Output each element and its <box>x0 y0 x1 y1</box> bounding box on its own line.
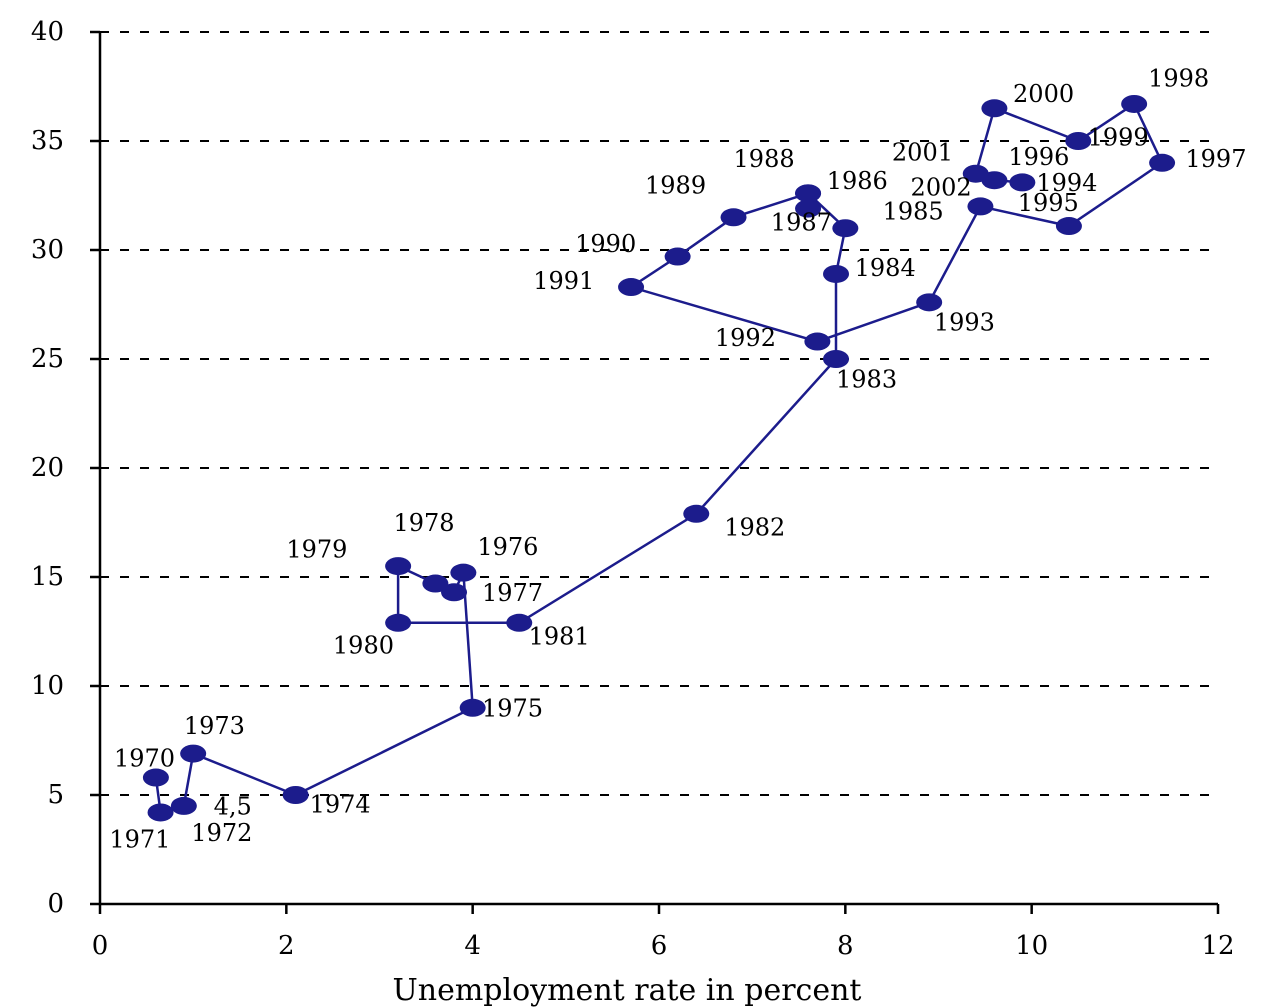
point-label-1972: 1972 <box>191 819 252 847</box>
x-tick-label-8: 8 <box>837 931 854 961</box>
point-label-1992: 1992 <box>715 324 776 352</box>
point-label-1982: 1982 <box>724 514 785 542</box>
point-label-1980: 1980 <box>333 631 394 659</box>
point-1972 <box>170 796 197 815</box>
point-1980 <box>385 613 412 632</box>
point-1983 <box>823 350 850 368</box>
point-label-2001: 2001 <box>892 139 953 167</box>
point-label-1994: 1994 <box>1036 169 1097 197</box>
ticks: 0 5 10 15 20 25 30 35 40 0 2 4 6 8 10 12 <box>31 17 1235 961</box>
point-label-1985: 1985 <box>883 197 944 225</box>
y-tick-label-30: 30 <box>31 235 64 265</box>
point-1985 <box>832 219 859 238</box>
y-tick-label-35: 35 <box>31 126 64 156</box>
point-2001 <box>981 171 1008 190</box>
point-1988 <box>795 184 822 203</box>
point-1976 <box>450 563 477 582</box>
point-1994 <box>967 197 994 216</box>
x-axis-title: Unemployment rate in percent <box>393 973 862 1008</box>
point-1995 <box>1055 217 1082 236</box>
series-line <box>154 102 1164 814</box>
point-1996 <box>1149 153 1176 172</box>
point-label-1971: 1971 <box>109 825 170 853</box>
point-1982 <box>683 504 710 523</box>
point-1998 <box>1065 132 1092 150</box>
point-label-1979: 1979 <box>286 535 347 563</box>
point-1971 <box>147 803 174 822</box>
point-1975 <box>459 698 486 717</box>
point-label-1987: 1987 <box>771 208 832 236</box>
point-1993 <box>916 293 943 312</box>
point-1970 <box>142 768 169 787</box>
point-1973 <box>180 744 207 763</box>
point-label-1997: 1997 <box>1185 145 1246 173</box>
point-label-1998: 1998 <box>1148 65 1209 93</box>
y-tick-label-25: 25 <box>31 344 64 374</box>
y-tick-label-40: 40 <box>31 17 64 47</box>
point-label-1988: 1988 <box>734 145 795 173</box>
point-1991 <box>618 278 645 297</box>
point-label-1991: 1991 <box>533 267 594 295</box>
x-tick-label-12: 12 <box>1201 931 1234 961</box>
point-1997 <box>1121 94 1148 113</box>
point-label-1974: 1974 <box>310 790 371 818</box>
point-1978 <box>422 574 449 593</box>
point-label-1984: 1984 <box>855 254 916 282</box>
point-label-1981: 1981 <box>529 623 590 651</box>
x-tick-label-10: 10 <box>1015 931 1048 961</box>
point-label-1978: 1978 <box>393 509 454 537</box>
point-label-1983: 1983 <box>836 365 897 393</box>
x-tick-label-0: 0 <box>92 931 109 961</box>
y-tick-label-0: 0 <box>47 889 64 919</box>
point-1977 <box>441 583 468 602</box>
point-1992 <box>804 332 831 351</box>
point-1974 <box>282 786 309 804</box>
x-tick-label-4: 4 <box>464 931 481 961</box>
point-label-2002: 2002 <box>911 174 972 202</box>
point-1981 <box>506 613 533 632</box>
y-tick-label-10: 10 <box>31 671 64 701</box>
point-2002 <box>1009 173 1036 192</box>
points <box>142 94 1176 822</box>
point-1979 <box>385 557 412 576</box>
point-1987 <box>795 199 822 218</box>
point-label-1996: 1996 <box>1008 143 1069 171</box>
point-label-2000: 2000 <box>1013 80 1074 108</box>
point-label-1999: 1999 <box>1088 123 1149 151</box>
point-label-1976: 1976 <box>477 533 538 561</box>
point-1990 <box>664 247 691 266</box>
point-1984 <box>823 264 850 283</box>
point-label-1989: 1989 <box>645 171 706 199</box>
series <box>154 102 1164 814</box>
point-1989 <box>720 208 747 227</box>
y-tick-label-5: 5 <box>47 780 64 810</box>
y-tick-label-15: 15 <box>31 562 64 592</box>
x-tick-label-2: 2 <box>278 931 295 961</box>
point-label-1975: 1975 <box>482 695 543 723</box>
point-label-1977: 1977 <box>482 579 543 607</box>
point-label-1993: 1993 <box>934 309 995 337</box>
y-tick-label-20: 20 <box>31 453 64 483</box>
x-tick-label-6: 6 <box>651 931 668 961</box>
point-label-1995: 1995 <box>1018 189 1079 217</box>
point-label-1970: 1970 <box>114 745 175 773</box>
point-label-1986: 1986 <box>827 167 888 195</box>
point-label-1973: 1973 <box>184 712 245 740</box>
point-label-1990: 1990 <box>575 230 636 258</box>
point-label-4,5: 4,5 <box>214 793 252 821</box>
point-1999 <box>981 99 1008 118</box>
